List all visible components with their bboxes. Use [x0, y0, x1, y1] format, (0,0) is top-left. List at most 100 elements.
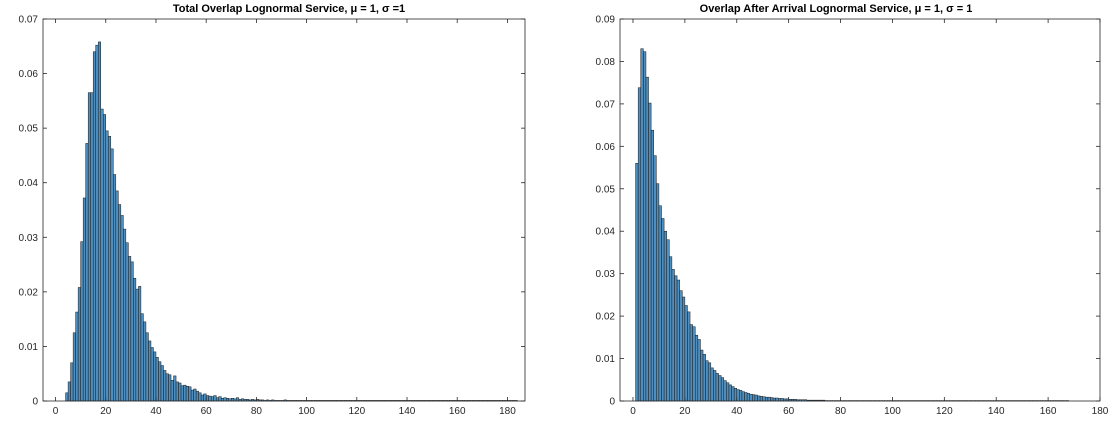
chart-title: Overlap After Arrival Lognormal Service,…	[700, 3, 973, 15]
histogram-bar	[198, 392, 202, 402]
histogram-bar	[200, 394, 204, 402]
y-tick-label: 0.07	[596, 99, 616, 110]
x-tick-label: 40	[731, 406, 743, 417]
histogram-bar	[173, 375, 177, 402]
histogram-bar	[110, 148, 114, 402]
y-tick-label: 0.08	[596, 57, 616, 68]
histogram-bar	[772, 397, 776, 402]
histogram-bar	[130, 261, 134, 402]
histogram-bar	[635, 163, 639, 402]
histogram-bar	[731, 386, 735, 402]
histogram-bar	[125, 242, 129, 402]
y-tick-label: 0.05	[596, 184, 616, 195]
histogram-bar	[123, 228, 127, 402]
x-tick-label: 160	[1040, 406, 1057, 417]
histogram-bar	[178, 382, 182, 402]
x-tick-label: 60	[783, 406, 795, 417]
histogram-bar	[220, 398, 225, 402]
histogram-bar	[163, 370, 167, 402]
histogram-bar	[108, 136, 112, 402]
histogram-bar	[679, 290, 683, 402]
x-tick-label: 100	[298, 406, 315, 417]
histogram-bar	[746, 393, 750, 402]
y-tick-label: 0	[32, 397, 38, 408]
histogram-bar	[643, 51, 647, 402]
histogram-bar	[213, 395, 217, 402]
histogram-bar	[115, 190, 119, 402]
histogram-bar	[231, 398, 235, 402]
histogram-bar	[684, 305, 688, 402]
histogram-bar	[105, 130, 109, 402]
histogram-bar	[195, 390, 199, 402]
y-tick-label: 0.03	[596, 269, 616, 280]
axes-group: 0 20 40 60 80 100 120 140 160 180 0 0.01 0.02 0.03 0.0…	[596, 15, 1109, 418]
histogram-bar	[762, 396, 766, 402]
histogram-bar	[728, 384, 732, 402]
histogram-overlap-after-arrival-svg: Overlap After Arrival Lognormal Service,…	[596, 3, 1109, 418]
histogram-bar	[135, 288, 139, 402]
histogram-bar	[85, 143, 89, 402]
x-tick-label: 140	[988, 406, 1005, 417]
histogram-bar	[92, 51, 96, 402]
histogram-bar	[749, 393, 753, 402]
histogram-bar	[140, 313, 144, 402]
histogram-bar	[120, 215, 124, 402]
histogram-bar	[133, 277, 137, 402]
histogram-bar	[215, 397, 219, 402]
histogram-bar	[767, 396, 771, 402]
axes-group: 0 20 40 60 80 100 120 140 160 180 0 0.01 0.02 0.03 0.0…	[19, 15, 526, 417]
histogram-bar	[138, 286, 142, 402]
histogram-bar	[640, 48, 644, 402]
histogram-bar	[648, 102, 652, 402]
histogram-bar	[669, 256, 673, 402]
histogram-bar	[208, 395, 212, 402]
histogram-bar	[671, 269, 675, 402]
histogram-bar	[226, 398, 230, 402]
histogram-bar	[692, 326, 696, 402]
y-tick-label: 0.06	[596, 142, 616, 153]
histogram-bar	[72, 332, 76, 402]
histogram-bar	[765, 396, 769, 402]
x-tick-label: 0	[630, 406, 636, 417]
bars-group	[635, 48, 1070, 402]
histogram-bar	[661, 218, 665, 402]
histogram-bar	[95, 44, 99, 402]
y-tick-label: 0.02	[19, 287, 39, 298]
histogram-bar	[702, 354, 706, 402]
histogram-bar	[118, 204, 122, 402]
x-tick-label: 180	[1092, 406, 1109, 417]
histogram-bar	[653, 155, 657, 402]
histogram-bar	[741, 391, 745, 402]
y-tick-label: 0.03	[19, 233, 39, 244]
histogram-bar	[754, 394, 758, 402]
histogram-bar	[674, 275, 678, 402]
x-tick-label: 100	[884, 406, 901, 417]
histogram-bar	[645, 76, 649, 402]
x-tick-label: 20	[679, 406, 691, 417]
histogram-total-overlap-svg: Total Overlap Lognormal Service, μ = 1, …	[19, 3, 526, 417]
histogram-bar	[752, 394, 756, 402]
histogram-bar	[236, 397, 240, 402]
histogram-bar	[775, 397, 779, 402]
histogram-bar	[739, 390, 743, 402]
histogram-bar	[650, 129, 654, 402]
histogram-bar	[185, 386, 189, 402]
histogram-bar	[87, 92, 91, 402]
histogram-bar	[153, 351, 157, 402]
x-tick-label: 40	[150, 406, 162, 417]
histogram-bar	[80, 241, 84, 402]
bars-group	[65, 41, 518, 402]
x-tick-label: 20	[100, 406, 112, 417]
y-tick-label: 0.06	[19, 69, 39, 80]
y-tick-label: 0.02	[596, 312, 616, 323]
histogram-bar	[188, 386, 192, 402]
histogram-bar	[723, 380, 727, 402]
y-tick-label: 0.09	[596, 15, 616, 26]
histogram-bar	[67, 381, 71, 402]
histogram-bar	[656, 183, 660, 402]
histogram-bar	[150, 347, 154, 402]
histogram-bar	[97, 41, 101, 402]
histogram-bar	[697, 339, 701, 402]
histogram-bar	[637, 87, 642, 402]
x-tick-label: 80	[251, 406, 263, 417]
